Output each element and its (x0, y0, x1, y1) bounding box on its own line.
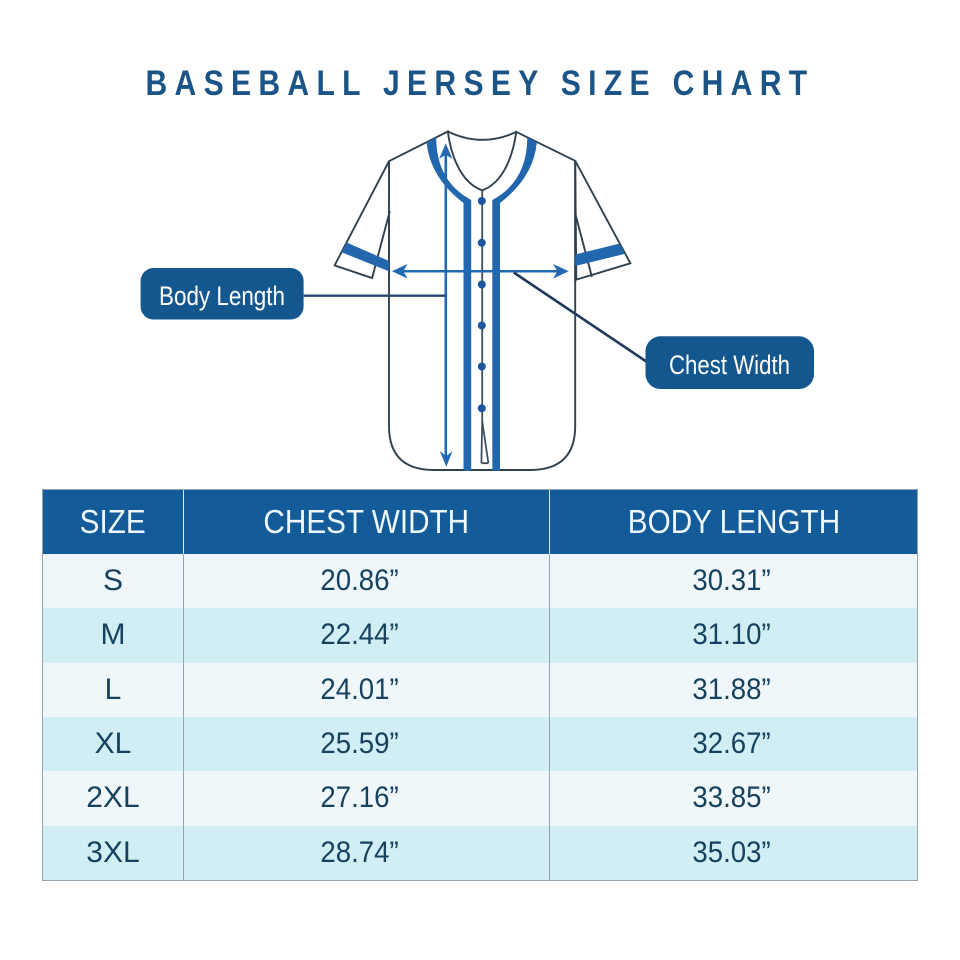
svg-text:Body Length: Body Length (159, 281, 285, 311)
svg-text:Chest Width: Chest Width (669, 350, 790, 380)
